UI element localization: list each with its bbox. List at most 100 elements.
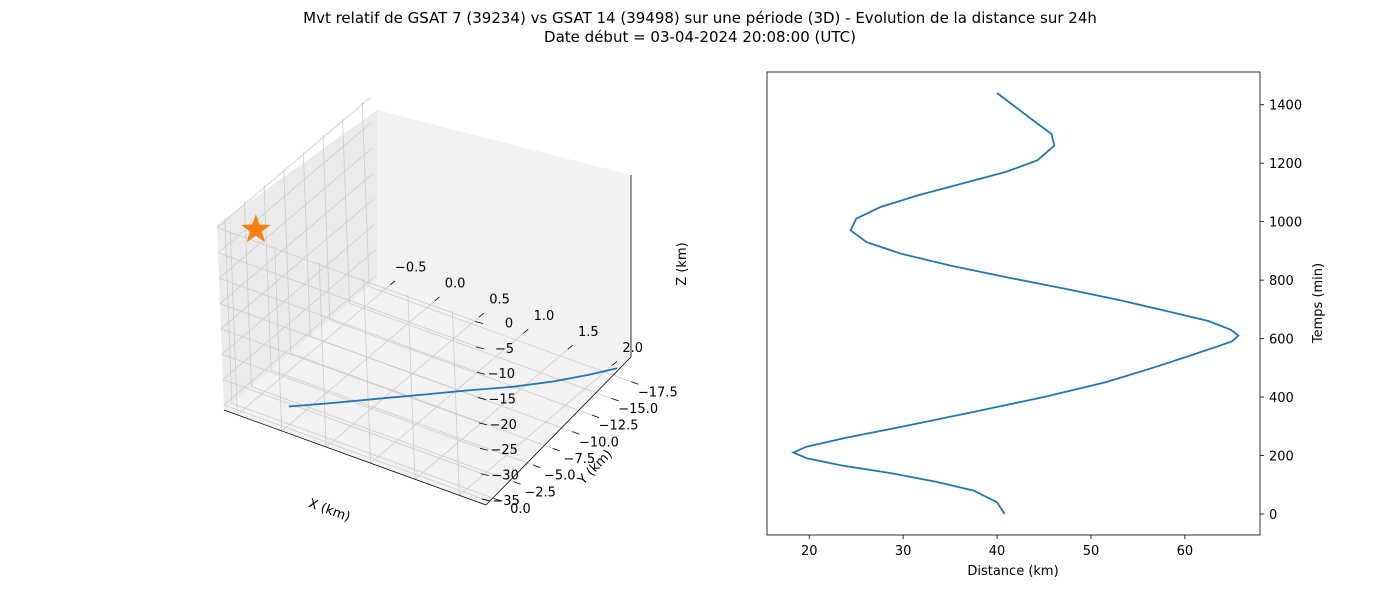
y-axis-label-2d: Temps (min) bbox=[1311, 263, 1326, 344]
z-tick-mark-3d bbox=[481, 498, 490, 502]
y-tick-label: 1200 bbox=[1269, 157, 1302, 172]
z-tick-mark-3d bbox=[479, 447, 488, 451]
grid-z-left bbox=[223, 274, 378, 406]
y-tick-label-3d: 0.0 bbox=[510, 502, 531, 517]
plot-frame bbox=[766, 71, 1261, 536]
grid-y-floor bbox=[290, 352, 553, 449]
grid-z-back bbox=[218, 277, 482, 374]
y-tick-label-3d: −17.5 bbox=[638, 385, 678, 400]
pane-back bbox=[377, 110, 631, 357]
y-tick-mark-3d bbox=[532, 464, 541, 468]
grid-y-floor bbox=[251, 386, 514, 483]
z-tick-mark-3d bbox=[477, 397, 487, 400]
x-tick-label: 20 bbox=[801, 544, 818, 559]
z-tick-label-3d: −15 bbox=[489, 393, 516, 408]
y-tick-mark-3d bbox=[611, 397, 619, 402]
y-tick-label: 600 bbox=[1269, 333, 1294, 348]
y-tick-label: 1400 bbox=[1269, 99, 1302, 114]
pane-floor bbox=[224, 280, 631, 505]
figure-title: Mvt relatif de GSAT 7 (39234) vs GSAT 14… bbox=[303, 9, 1097, 27]
x-tick-label: 50 bbox=[1083, 544, 1100, 559]
z-tick-mark-3d bbox=[478, 422, 488, 426]
z-tick-label-3d: −30 bbox=[491, 469, 518, 484]
grid-z-back bbox=[222, 379, 485, 475]
grid-x-floor bbox=[414, 348, 569, 480]
y-tick-label: 800 bbox=[1269, 274, 1294, 289]
z-tick-mark-3d bbox=[476, 371, 486, 375]
x-tick-label-3d: −0.5 bbox=[395, 260, 427, 275]
grid-z-left bbox=[220, 198, 375, 330]
x-tick-label-3d: 0.5 bbox=[489, 293, 510, 308]
x-tick-mark-3d bbox=[390, 280, 396, 286]
x-tick-mark-3d bbox=[478, 312, 485, 318]
y-tick-label-3d: −5.0 bbox=[544, 469, 576, 484]
y-tick-label: 200 bbox=[1269, 449, 1294, 464]
grid-y-floor bbox=[231, 402, 494, 499]
grid-z-left bbox=[222, 249, 377, 380]
x-tick-mark-3d bbox=[523, 328, 529, 334]
grid-z-back bbox=[216, 227, 480, 323]
x-tick-label: 40 bbox=[989, 544, 1006, 559]
z-tick-mark-3d bbox=[480, 473, 489, 476]
grid-z-left bbox=[221, 223, 376, 355]
y-tick-mark-3d bbox=[572, 431, 580, 435]
grid-y-floor bbox=[349, 302, 612, 399]
x-tick-mark-3d bbox=[612, 361, 618, 366]
trajectory-line bbox=[288, 367, 618, 408]
grid-y-floor bbox=[270, 369, 534, 466]
x-tick-label: 30 bbox=[895, 544, 912, 559]
y-tick-mark-3d bbox=[591, 414, 600, 418]
grid-z-back bbox=[223, 404, 486, 501]
x-tick-label-3d: 1.0 bbox=[534, 309, 555, 324]
x-axis-label-3d: X (km) bbox=[306, 496, 352, 525]
y-tick-mark-3d bbox=[631, 381, 639, 385]
x-tick-mark-3d bbox=[434, 296, 440, 302]
grid-y-floor bbox=[329, 319, 593, 416]
grid-z-left bbox=[219, 173, 374, 304]
z-axis-label-3d: Z (km) bbox=[675, 242, 690, 285]
y-tick-label: 400 bbox=[1269, 391, 1294, 406]
y-tick-label-3d: −7.5 bbox=[564, 452, 596, 467]
plot-3d-trajectory: −0.50.00.51.01.52.00.0−2.5−5.0−7.5−10.0−… bbox=[216, 97, 690, 525]
grid-z-back bbox=[219, 303, 483, 399]
y-tick-label: 0 bbox=[1269, 508, 1277, 523]
grid-z-left bbox=[218, 147, 373, 279]
y-tick-label-3d: −10.0 bbox=[579, 435, 619, 450]
figure-subtitle: Date début = 03-04-2024 20:08:00 (UTC) bbox=[544, 28, 856, 46]
distance-series-line bbox=[791, 92, 1240, 515]
x-tick-label: 60 bbox=[1177, 544, 1194, 559]
z-tick-label-3d: −5 bbox=[495, 342, 514, 357]
z-tick-label-3d: −35 bbox=[492, 494, 519, 509]
y-tick-mark-3d bbox=[552, 447, 560, 452]
grid-z-left bbox=[217, 122, 372, 254]
z-tick-label-3d: −25 bbox=[490, 443, 517, 458]
x-tick-label-3d: 2.0 bbox=[622, 341, 643, 356]
star-marker bbox=[241, 214, 271, 243]
grid-z-back bbox=[217, 252, 481, 349]
x-tick-mark-3d bbox=[567, 344, 573, 350]
y-tick-mark-3d bbox=[513, 481, 521, 485]
axis-x-line bbox=[223, 409, 487, 506]
z-tick-label-3d: 0 bbox=[505, 317, 513, 332]
grid-z-back bbox=[220, 328, 484, 425]
z-tick-mark-3d bbox=[475, 346, 485, 350]
figure-title-block: Mvt relatif de GSAT 7 (39234) vs GSAT 14… bbox=[0, 9, 1400, 47]
ticks-3d: −0.50.00.51.01.52.00.0−2.5−5.0−7.5−10.0−… bbox=[390, 260, 678, 517]
z-tick-label-3d: −20 bbox=[489, 418, 516, 433]
x-axis-label-2d: Distance (km) bbox=[967, 564, 1058, 579]
grid-3d bbox=[216, 97, 632, 501]
y-tick-label: 1000 bbox=[1269, 216, 1302, 231]
y-tick-label-3d: −2.5 bbox=[524, 485, 556, 500]
axis-y-line bbox=[485, 356, 632, 506]
x-tick-label-3d: 0.0 bbox=[445, 277, 466, 292]
y-tick-label-3d: −12.5 bbox=[599, 419, 639, 434]
z-tick-mark-3d bbox=[474, 321, 484, 324]
grid-x-floor bbox=[370, 332, 524, 464]
pane-left bbox=[217, 110, 377, 410]
grid-z-left bbox=[216, 97, 371, 228]
y-tick-mark-3d bbox=[493, 497, 502, 502]
grid-y-floor bbox=[369, 286, 632, 383]
